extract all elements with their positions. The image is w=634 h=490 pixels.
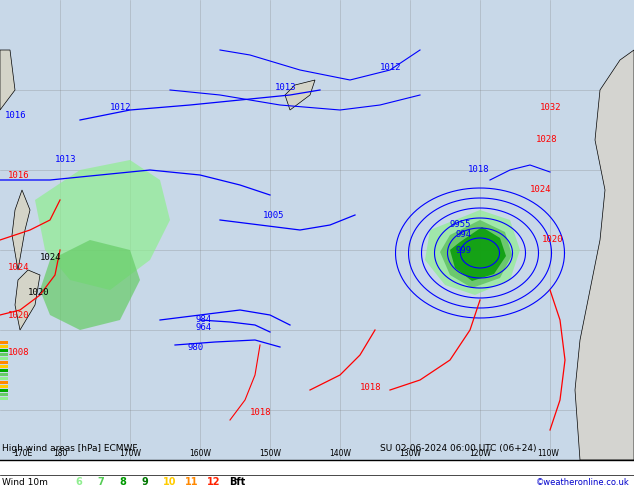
Bar bbox=[0, 365, 8, 368]
Text: 170W: 170W bbox=[119, 449, 141, 458]
Bar bbox=[0, 377, 8, 380]
Bar bbox=[0, 397, 8, 400]
Bar bbox=[0, 361, 8, 364]
Polygon shape bbox=[285, 80, 315, 110]
Text: 1024: 1024 bbox=[40, 253, 61, 262]
Text: 11: 11 bbox=[185, 477, 198, 487]
Text: 1013: 1013 bbox=[275, 83, 297, 92]
Text: 170E: 170E bbox=[13, 449, 32, 458]
Text: 1024: 1024 bbox=[8, 263, 30, 272]
Text: 10: 10 bbox=[163, 477, 176, 487]
Text: Bft: Bft bbox=[229, 477, 245, 487]
Text: 150W: 150W bbox=[259, 449, 281, 458]
Text: 1018: 1018 bbox=[468, 165, 489, 174]
Text: 1020: 1020 bbox=[28, 288, 49, 297]
Polygon shape bbox=[440, 220, 512, 288]
Text: 130W: 130W bbox=[399, 449, 421, 458]
Bar bbox=[0, 393, 8, 396]
Text: 7: 7 bbox=[97, 477, 104, 487]
Text: 980: 980 bbox=[188, 343, 204, 352]
Text: 1028: 1028 bbox=[536, 135, 557, 144]
Text: 999: 999 bbox=[456, 246, 472, 255]
Polygon shape bbox=[450, 227, 506, 281]
Bar bbox=[0, 345, 8, 348]
Text: 1016: 1016 bbox=[8, 171, 30, 180]
Bar bbox=[0, 349, 8, 352]
Bar bbox=[0, 357, 8, 360]
Text: ©weatheronline.co.uk: ©weatheronline.co.uk bbox=[536, 477, 630, 487]
Polygon shape bbox=[12, 190, 30, 270]
Text: 1018: 1018 bbox=[250, 408, 271, 417]
Text: 1012: 1012 bbox=[110, 103, 131, 112]
Text: High wind areas [hPa] ECMWF: High wind areas [hPa] ECMWF bbox=[2, 444, 138, 453]
Bar bbox=[0, 385, 8, 388]
Text: 1020: 1020 bbox=[542, 235, 564, 244]
Text: 1024: 1024 bbox=[530, 185, 552, 194]
Text: 180: 180 bbox=[53, 449, 67, 458]
Text: 1008: 1008 bbox=[8, 348, 30, 357]
Text: 994: 994 bbox=[456, 230, 472, 239]
Bar bbox=[0, 353, 8, 356]
Text: 1012: 1012 bbox=[380, 63, 401, 72]
Bar bbox=[0, 341, 8, 344]
Polygon shape bbox=[575, 50, 634, 460]
Text: 1018: 1018 bbox=[360, 383, 382, 392]
Text: 1020: 1020 bbox=[8, 311, 30, 320]
Bar bbox=[0, 373, 8, 376]
Text: Wind 10m: Wind 10m bbox=[2, 477, 48, 487]
Polygon shape bbox=[0, 50, 15, 110]
Text: 1013: 1013 bbox=[55, 155, 77, 164]
Polygon shape bbox=[35, 160, 170, 290]
Polygon shape bbox=[40, 240, 140, 330]
Text: 6: 6 bbox=[75, 477, 82, 487]
Bar bbox=[0, 381, 8, 384]
Text: 120W: 120W bbox=[469, 449, 491, 458]
Polygon shape bbox=[15, 270, 40, 330]
Polygon shape bbox=[425, 210, 520, 295]
Text: 12: 12 bbox=[207, 477, 221, 487]
Text: 9: 9 bbox=[141, 477, 148, 487]
Text: 964: 964 bbox=[196, 323, 212, 332]
Text: 8: 8 bbox=[119, 477, 126, 487]
Bar bbox=[0, 460, 634, 490]
Bar bbox=[0, 369, 8, 372]
Text: 160W: 160W bbox=[189, 449, 211, 458]
Text: 9955: 9955 bbox=[450, 220, 472, 229]
Bar bbox=[0, 389, 8, 392]
Text: 1016: 1016 bbox=[5, 111, 27, 120]
Text: 1005: 1005 bbox=[263, 211, 285, 220]
Text: SU 02-06-2024 06:00 UTC (06+24): SU 02-06-2024 06:00 UTC (06+24) bbox=[380, 444, 536, 453]
Text: 984: 984 bbox=[195, 315, 211, 324]
Text: 1032: 1032 bbox=[540, 103, 562, 112]
Text: 110W: 110W bbox=[537, 449, 559, 458]
Text: 140W: 140W bbox=[329, 449, 351, 458]
